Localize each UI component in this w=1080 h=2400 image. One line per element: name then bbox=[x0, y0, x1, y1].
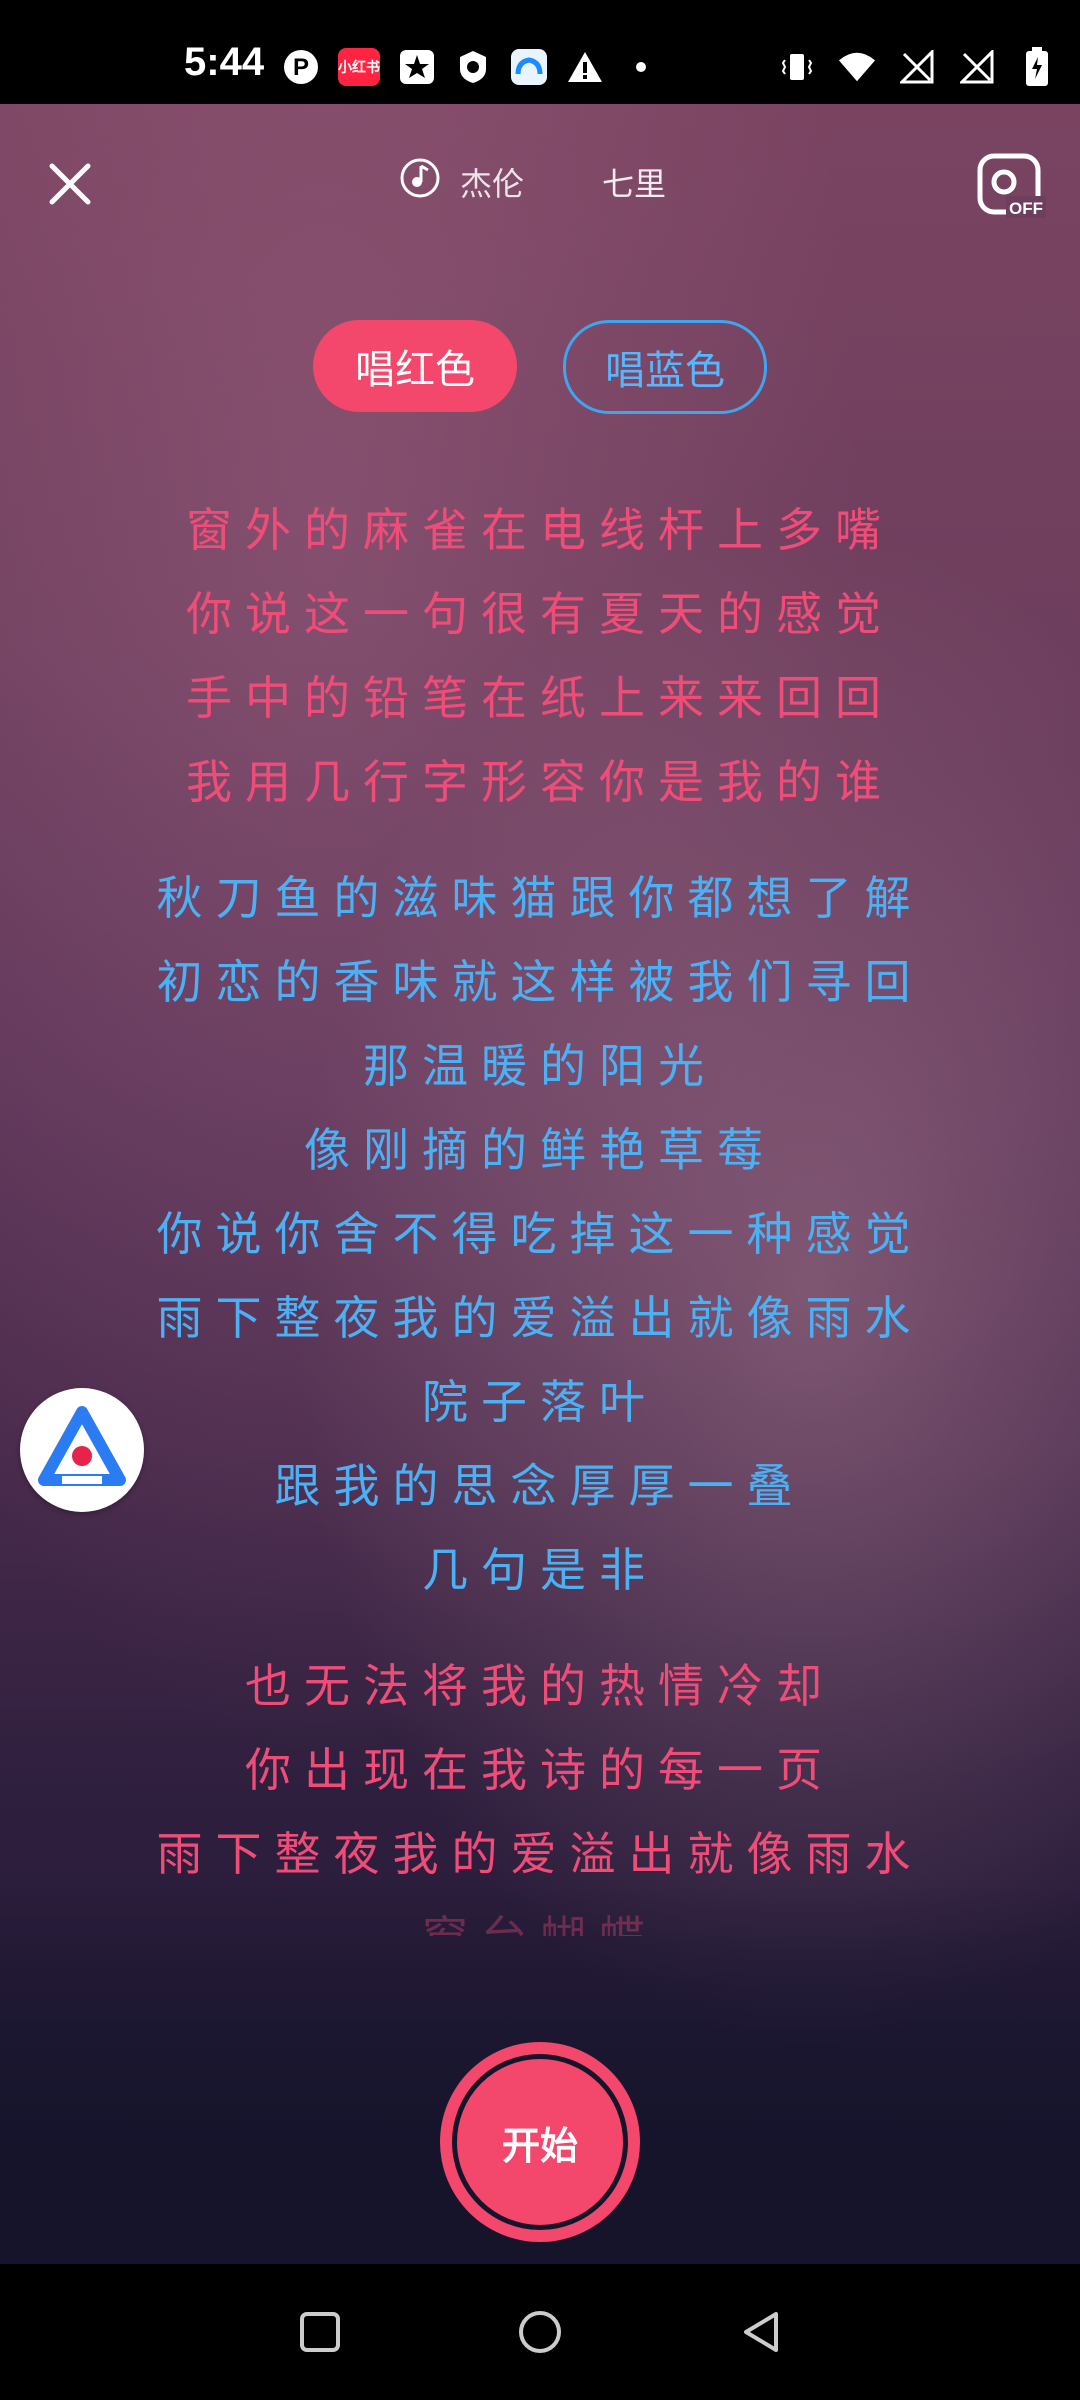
assistant-badge-icon bbox=[38, 1406, 126, 1486]
lyric-line: 窗外的麻雀在电线杆上多嘴 bbox=[186, 503, 894, 557]
song-artist: 杰伦 bbox=[460, 165, 525, 203]
redbook-icon: 小红书 bbox=[338, 48, 380, 86]
vibrate-icon bbox=[778, 48, 816, 86]
camera-toggle-label: OFF bbox=[1009, 199, 1043, 218]
camera-off-icon: OFF bbox=[977, 153, 1046, 218]
lyric-line: 也无法将我的热情冷却 bbox=[245, 1659, 835, 1713]
lyric-line: 手中的铅笔在纸上来来回回 bbox=[186, 671, 894, 725]
vpn-icon bbox=[454, 48, 492, 86]
lyric-line-partial: 窗台蝴蝶 bbox=[0, 1896, 1080, 1936]
close-icon bbox=[49, 163, 91, 205]
back-icon[interactable] bbox=[734, 2304, 790, 2360]
cloud-app-icon bbox=[510, 48, 548, 86]
start-button-label: 开始 bbox=[452, 2054, 628, 2230]
lyric-line: 初恋的香味就这样被我们寻回 bbox=[156, 955, 924, 1009]
verse-gap bbox=[0, 824, 1080, 856]
lyrics-panel: 窗外的麻雀在电线杆上多嘴 你说这一句很有夏天的感觉 手中的铅笔在纸上来来回回 我… bbox=[0, 488, 1080, 1936]
navigation-bar bbox=[0, 2264, 1080, 2400]
camera-toggle-button[interactable]: OFF bbox=[976, 150, 1046, 220]
lyric-line: 院子落叶 bbox=[422, 1375, 658, 1429]
music-note-icon bbox=[398, 156, 442, 208]
close-button[interactable] bbox=[40, 154, 100, 214]
warning-icon bbox=[566, 48, 604, 86]
lyric-line: 你出现在我诗的每一页 bbox=[245, 1743, 835, 1797]
dot-icon bbox=[622, 48, 660, 86]
sing-blue-button[interactable]: 唱蓝色 bbox=[563, 320, 767, 414]
lyric-line: 那温暖的阳光 bbox=[363, 1039, 717, 1093]
svg-text:P: P bbox=[293, 54, 309, 81]
start-button[interactable]: 开始 bbox=[440, 2042, 640, 2242]
status-time: 5:44 bbox=[184, 40, 265, 84]
lyric-line: 几句是非 bbox=[422, 1543, 658, 1597]
lyric-line: 你说这一句很有夏天的感觉 bbox=[186, 587, 894, 641]
signal-off-icon bbox=[898, 48, 936, 86]
lyric-line: 我用几行字形容你是我的谁 bbox=[186, 755, 894, 809]
home-icon[interactable] bbox=[512, 2304, 568, 2360]
wifi-icon bbox=[838, 48, 876, 86]
part-selector: 唱红色 唱蓝色 bbox=[0, 320, 1080, 414]
star-news-icon bbox=[398, 48, 436, 86]
sing-red-button[interactable]: 唱红色 bbox=[313, 320, 517, 412]
notification-icons: P 小红书 bbox=[282, 48, 660, 86]
lyric-line: 雨下整夜我的爱溢出就像雨水 bbox=[156, 1291, 924, 1345]
signal-off-icon bbox=[958, 48, 996, 86]
battery-charging-icon bbox=[1018, 47, 1056, 86]
lyric-line: 你说你舍不得吃掉这一种感觉 bbox=[156, 1207, 924, 1261]
lyric-line: 秋刀鱼的滋味猫跟你都想了解 bbox=[156, 871, 924, 925]
lyric-line: 像刚摘的鲜艳草莓 bbox=[304, 1123, 776, 1177]
system-status-icons bbox=[778, 47, 1056, 86]
lyric-line: 雨下整夜我的爱溢出就像雨水 bbox=[156, 1827, 924, 1881]
floating-assistant-button[interactable] bbox=[20, 1388, 144, 1512]
verse-gap bbox=[0, 1612, 1080, 1644]
recent-apps-icon[interactable] bbox=[292, 2304, 348, 2360]
status-bar: 5:44 P 小红书 bbox=[0, 0, 1080, 104]
lyric-line: 跟我的思念厚厚一叠 bbox=[274, 1459, 806, 1513]
pinterest-icon: P bbox=[282, 48, 320, 86]
karaoke-stage: 杰伦 七里 OFF 唱红色 唱蓝色 窗外的麻雀在电线杆上多嘴 你说这一句很有夏天… bbox=[0, 104, 1080, 2264]
song-title: 七里 bbox=[602, 165, 667, 203]
song-info: 杰伦 七里 bbox=[398, 156, 666, 208]
